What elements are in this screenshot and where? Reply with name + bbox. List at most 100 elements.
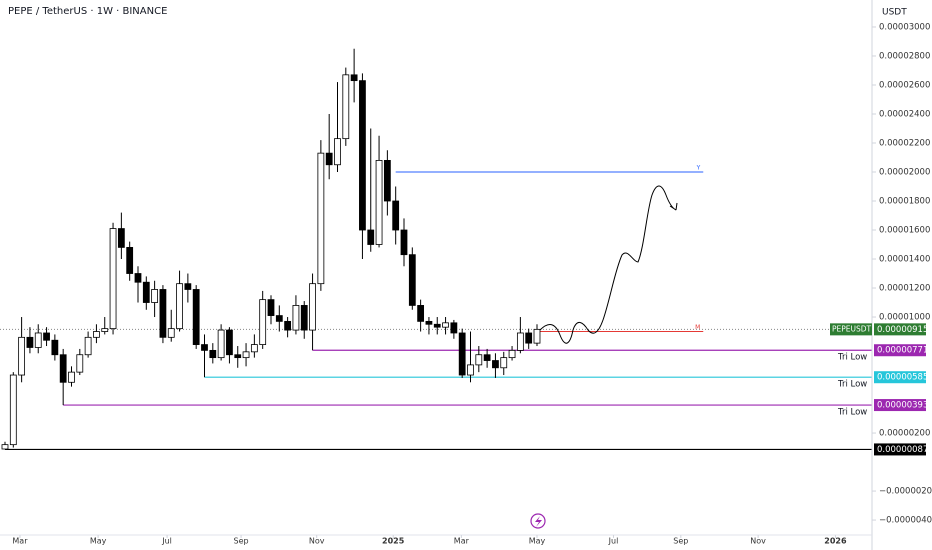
candle-body xyxy=(134,273,142,283)
x-tick-label: Jul xyxy=(608,537,619,546)
y-tick-label: 0.00002200 xyxy=(879,138,930,148)
y-tick-label: 0.00001600 xyxy=(879,226,930,236)
plot-area: Y M Tri Low Tri Low Tri Low xyxy=(0,48,872,451)
y-tick-label: 0.00003000 xyxy=(879,22,930,32)
candle-body xyxy=(309,283,316,331)
candle-body xyxy=(342,74,350,140)
x-tick-label: Mar xyxy=(454,537,470,546)
candle-body xyxy=(26,336,34,348)
candle-body xyxy=(300,305,308,331)
x-tick-label: Nov xyxy=(750,537,766,546)
candle-body xyxy=(242,351,250,359)
logo-bolt xyxy=(535,516,542,527)
candle-body xyxy=(68,371,75,383)
candle-body xyxy=(9,374,17,446)
candle-body xyxy=(292,305,300,331)
x-tick-label: Jul xyxy=(161,537,172,546)
candle-body xyxy=(226,329,233,356)
candle-body xyxy=(500,357,508,369)
y-tick-label: 0.00001200 xyxy=(879,284,930,294)
y-tick-label: −0.00000400 xyxy=(879,516,932,526)
candle-body xyxy=(51,339,59,356)
candle-body xyxy=(84,336,92,356)
x-tick-label: Sep xyxy=(673,537,688,546)
target-label: M xyxy=(695,324,700,331)
candle-body xyxy=(483,354,491,361)
logo-icon[interactable] xyxy=(530,513,546,529)
x-tick-label: May xyxy=(529,537,546,546)
candle-body xyxy=(425,320,433,325)
price-tag-label: 0.00000915 xyxy=(877,325,928,335)
candle-body xyxy=(375,159,383,245)
candle-body xyxy=(467,364,474,376)
candle-body xyxy=(234,354,242,359)
candle-body xyxy=(117,228,125,248)
candle-body xyxy=(383,159,391,202)
chart-title: PEPE / TetherUS · 1W · BINANCE xyxy=(8,6,167,17)
candle-body xyxy=(475,354,483,366)
candle-body xyxy=(18,336,26,376)
candle-body xyxy=(167,328,175,338)
candle-body xyxy=(325,152,333,166)
candle-body xyxy=(126,247,134,274)
candle-body xyxy=(109,228,117,330)
candle-body xyxy=(217,329,225,359)
y-tick-label: 0.00002400 xyxy=(879,109,930,119)
level-tag-label: 0.00000585 xyxy=(877,373,928,383)
candle-body xyxy=(408,254,416,306)
candle-body xyxy=(151,289,159,303)
price-name-tag xyxy=(830,323,872,336)
candle-body xyxy=(267,299,275,316)
y-tick-label: 0.00002000 xyxy=(879,168,930,178)
candle-body xyxy=(59,354,67,383)
candle-body xyxy=(184,283,192,290)
target-label: Y xyxy=(696,165,701,172)
candle-body xyxy=(275,315,283,322)
x-tick-label: Mar xyxy=(12,537,28,546)
price-name: PEPEUSDT xyxy=(832,324,872,333)
candle-body xyxy=(259,299,267,345)
candle-body xyxy=(101,328,109,332)
candle-body xyxy=(334,138,341,166)
candle-body xyxy=(442,322,449,328)
y-tick-label: 0.00002600 xyxy=(879,80,930,90)
level-tag-label: 0.00000087 xyxy=(877,445,928,455)
candle-body xyxy=(359,80,366,231)
x-tick-label: Nov xyxy=(309,537,325,546)
candle-body xyxy=(400,229,408,256)
candle-body xyxy=(392,200,400,231)
candle-body xyxy=(76,354,84,373)
candle-body xyxy=(1,444,9,450)
candle-body xyxy=(492,360,499,369)
candle-body xyxy=(350,74,358,82)
candle-body xyxy=(159,289,167,338)
y-tick-label: 0.00001000 xyxy=(879,313,930,323)
x-tick-label: Sep xyxy=(234,537,249,546)
level-tag-label: 0.00000393 xyxy=(877,401,928,411)
candle-body xyxy=(209,349,217,359)
level-tag xyxy=(874,371,926,384)
level-tag xyxy=(874,399,926,412)
candle-body xyxy=(317,152,325,285)
level-note: Tri Low xyxy=(837,408,867,418)
candle-body xyxy=(284,320,292,331)
x-tick-label: 2026 xyxy=(824,537,847,546)
candle-body xyxy=(250,344,258,353)
candle-body xyxy=(450,322,458,334)
candle-body xyxy=(201,344,208,351)
candle-body xyxy=(192,289,200,345)
candle-body xyxy=(458,332,466,376)
level-tag-label: 0.00000771 xyxy=(877,346,928,356)
y-tick-label: 0.00001400 xyxy=(879,255,930,265)
candle-body xyxy=(34,332,42,348)
candle-body xyxy=(367,229,375,245)
candle-body xyxy=(93,331,100,338)
candle-body xyxy=(142,281,150,303)
candle-body xyxy=(176,283,183,330)
y-tick-label: 0.00002800 xyxy=(879,51,930,61)
currency-label: USDT xyxy=(882,8,907,18)
level-tag xyxy=(874,344,926,357)
y-tick-label: 0.00001800 xyxy=(879,197,930,207)
